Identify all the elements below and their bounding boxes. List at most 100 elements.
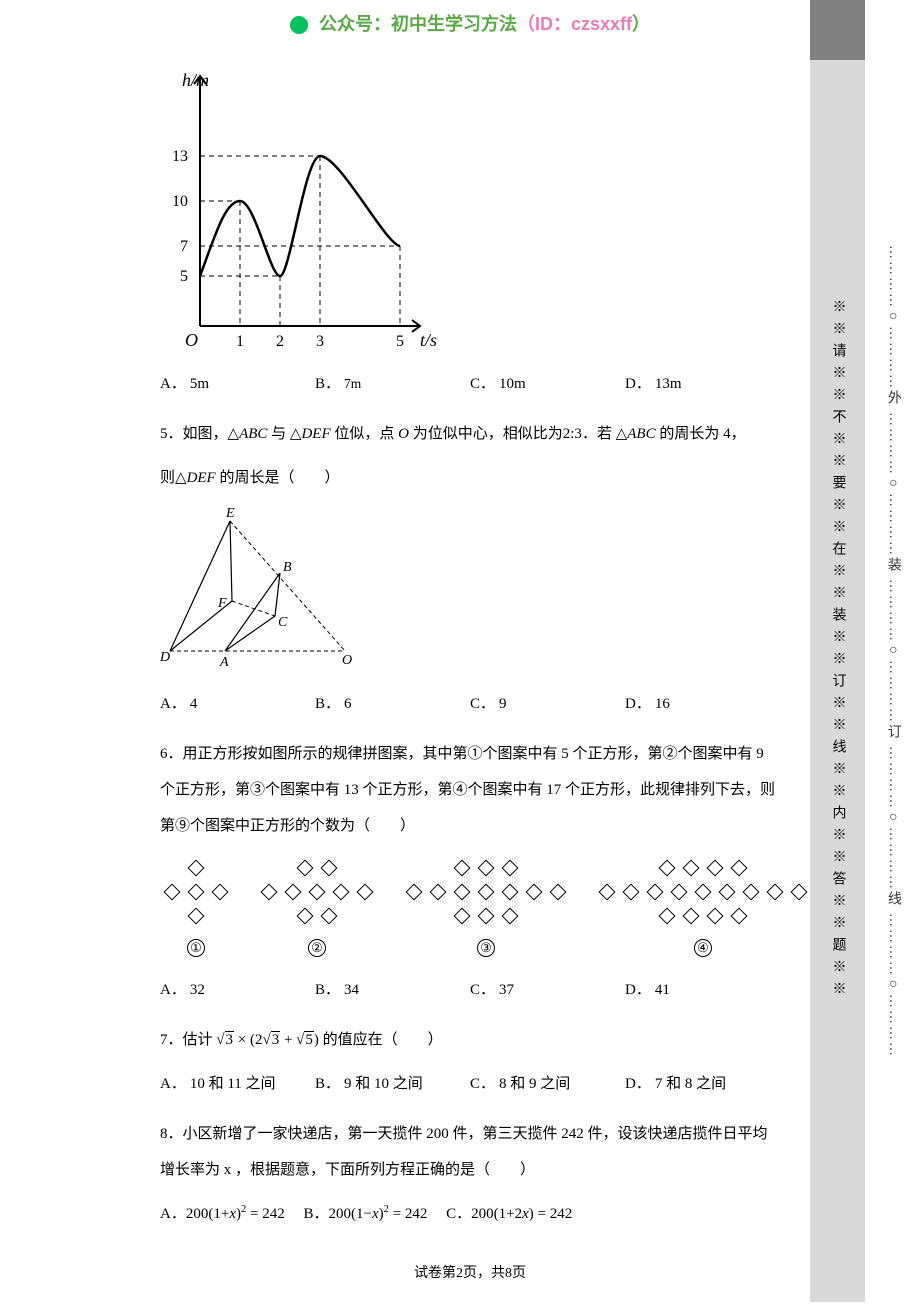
pat1-label: ①	[187, 939, 205, 957]
sidebar: ※※请※※不※※要※※在※※装※※订※※线※※内※※答※※题※※ …………○………	[810, 0, 920, 1302]
q5-m4: ．若	[582, 426, 616, 442]
svg-text:t/s: t/s	[420, 330, 437, 350]
svg-text:D: D	[160, 650, 170, 665]
outer-seg-8: …………○…………	[884, 913, 901, 1058]
q6-patterns: ① ② ③ ④ …	[160, 858, 780, 966]
q5-m2: 位似，点	[331, 426, 399, 442]
q5-l2pre: 则	[160, 470, 175, 486]
header-title: 初中生学习方法	[391, 14, 517, 34]
svg-text:13: 13	[172, 148, 188, 165]
wechat-icon	[290, 16, 308, 34]
q8-text: 8．小区新增了一家快递店，第一天揽件 200 件，第三天揽件 242 件，设该快…	[160, 1116, 780, 1188]
svg-text:10: 10	[172, 193, 188, 210]
gutter-text: ※※请※※不※※要※※在※※装※※订※※线※※内※※答※※题※※	[828, 299, 848, 1003]
header-paren-open: （ID：	[517, 14, 571, 34]
q8-opt-c: C．200(1+2x) = 242	[446, 1206, 572, 1222]
svg-text:5: 5	[396, 333, 404, 350]
pat4-label: ④	[694, 939, 712, 957]
q4-opt-c-val: 10m	[499, 376, 526, 392]
q6-b-val: 34	[344, 982, 359, 998]
q5-m5: 的周长为 4，	[656, 426, 746, 442]
outer-seg-3: 装	[884, 557, 901, 579]
q7-c-val: 8 和 9 之间	[499, 1076, 570, 1092]
svg-text:A: A	[219, 655, 229, 670]
outer-seg-2: …………○…………	[884, 412, 901, 557]
outer-seg-1: 外	[884, 390, 901, 412]
gutter-dark	[810, 0, 865, 60]
q5-options: A．4 B．6 C．9 D．16	[160, 686, 780, 722]
q4-chart: 5 7 10 13 1 2 3 5 h/m t/s O	[160, 56, 440, 356]
q7-post: 的值应在（ ）	[323, 1032, 443, 1048]
q4-opt-c: C．10m	[470, 366, 625, 402]
q7-pre: 7．估计	[160, 1032, 213, 1048]
q5-d-val: 16	[655, 696, 670, 712]
q4-options: A．5m B．7m C．10m D．13m	[160, 366, 780, 402]
q4-opt-b: B．7m	[315, 366, 470, 402]
q8-opt-b: B．200(1−x)2 = 242	[303, 1206, 427, 1222]
outer-seg-7: 线	[884, 891, 901, 913]
q7-opt-c: C．8 和 9 之间	[470, 1066, 625, 1102]
q5-pre: 5．如图，	[160, 426, 228, 442]
q8-options: A．200(1+x)2 = 242 B．200(1−x)2 = 242 C．20…	[160, 1196, 780, 1232]
q7-opt-d: D．7 和 8 之间	[625, 1066, 780, 1102]
q6-a-val: 32	[190, 982, 205, 998]
q5-text2: 则△DEF 的周长是（ ）	[160, 460, 780, 496]
svg-text:5: 5	[180, 268, 188, 285]
header-id: czsxxff	[571, 14, 632, 34]
q6-options: A．32 B．34 C．37 D．41	[160, 972, 780, 1008]
q5-opt-b: B．6	[315, 686, 470, 722]
q6-d-val: 41	[655, 982, 670, 998]
svg-text:3: 3	[316, 333, 324, 350]
q6-opt-a: A．32	[160, 972, 315, 1008]
q7-d-val: 7 和 8 之间	[655, 1076, 726, 1092]
q5-opt-d: D．16	[625, 686, 780, 722]
foot-pre: 试卷第	[414, 1266, 456, 1281]
q7-a-val: 10 和 11 之间	[190, 1076, 276, 1092]
q4-opt-d-val: 13m	[655, 376, 682, 392]
q6-opt-d: D．41	[625, 972, 780, 1008]
pattern-2: ②	[257, 858, 377, 966]
foot-mid: 页，共	[463, 1266, 505, 1281]
pattern-1: ①	[160, 858, 232, 966]
page: 公众号：初中生学习方法（ID：czsxxff） 5 7 10 13 1 2 3 …	[0, 0, 810, 1312]
outer-seg-0: …………○…………	[884, 245, 901, 390]
foot-post: 页	[512, 1266, 526, 1281]
pattern-3: ③	[402, 858, 570, 966]
pat3-label: ③	[477, 939, 495, 957]
svg-text:B: B	[283, 560, 292, 575]
q7-options: A．10 和 11 之间 B．9 和 10 之间 C．8 和 9 之间 D．7 …	[160, 1066, 780, 1102]
q6-text: 6．用正方形按如图所示的规律拼图案，其中第①个图案中有 5 个正方形，第②个图案…	[160, 736, 780, 844]
q5-a-val: 4	[190, 696, 198, 712]
pattern-4: ④	[595, 858, 811, 966]
q5-opt-c: C．9	[470, 686, 625, 722]
q7-opt-a: A．10 和 11 之间	[160, 1066, 315, 1102]
q8-opt-a: A．200(1+x)2 = 242	[160, 1206, 285, 1222]
q6-opt-b: B．34	[315, 972, 470, 1008]
q6-c-val: 37	[499, 982, 514, 998]
q5-opt-a: A．4	[160, 686, 315, 722]
gutter-strip: ※※请※※不※※要※※在※※装※※订※※线※※内※※答※※题※※	[810, 0, 865, 1302]
q5-c-val: 9	[499, 696, 507, 712]
q7-b-val: 9 和 10 之间	[344, 1076, 423, 1092]
q5-b-val: 6	[344, 696, 352, 712]
outer-seg-4: …………○…………	[884, 579, 901, 724]
q5-l2post: 的周长是（ ）	[216, 470, 340, 486]
header: 公众号：初中生学习方法（ID：czsxxff）	[160, 10, 780, 36]
q7-text: 7．估计 √3 × (2√3 + √5) 的值应在（ ）	[160, 1022, 780, 1058]
svg-text:h/m: h/m	[182, 70, 209, 90]
content: 5 7 10 13 1 2 3 5 h/m t/s O	[160, 56, 780, 1232]
page-footer: 试卷第2页，共8页	[160, 1262, 780, 1282]
header-paren-close: ）	[632, 14, 650, 34]
svg-text:1: 1	[236, 333, 244, 350]
gutter-outer: …………○………… 外 …………○………… 装 …………○………… 订 ……………	[865, 0, 920, 1302]
q5-diagram: D A O B C E F	[160, 506, 360, 676]
foot-total: 8	[505, 1266, 512, 1281]
q5-ratio: 2:3	[563, 426, 582, 442]
q4-opt-b-val: 7m	[344, 376, 361, 391]
outer-seg-5: 订	[884, 724, 901, 746]
q5-text: 5．如图，△ABC 与 △DEF 位似，点 O 为位似中心，相似比为2:3．若 …	[160, 416, 780, 452]
svg-text:E: E	[225, 506, 235, 521]
q4-opt-a: A．5m	[160, 366, 315, 402]
svg-text:O: O	[185, 330, 198, 350]
q5-m1: 与	[267, 426, 290, 442]
